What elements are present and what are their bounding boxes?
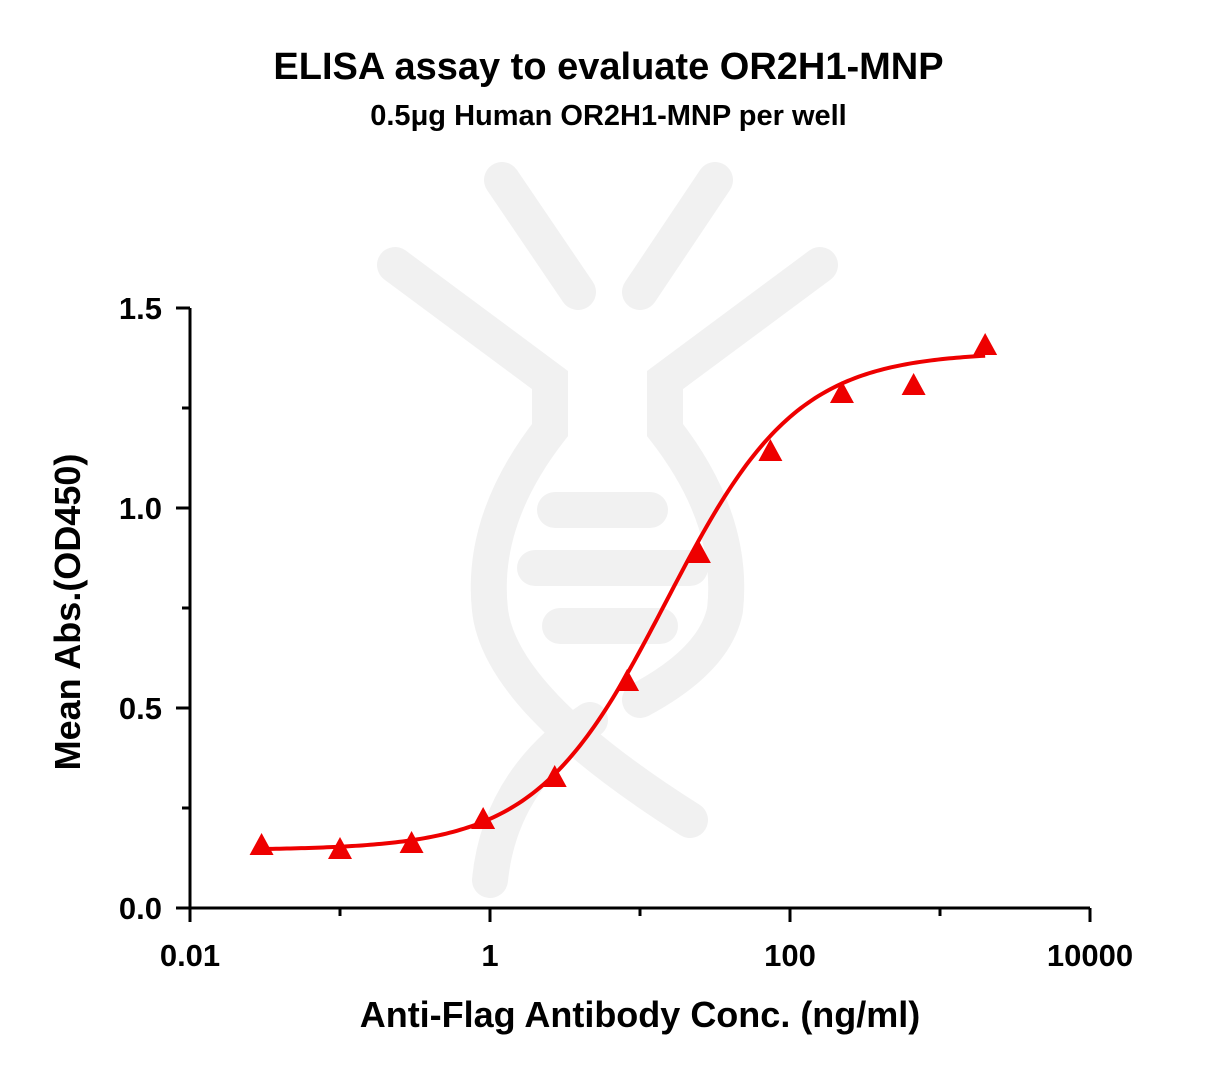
data-point-triangle (901, 373, 926, 395)
data-point-triangle (615, 669, 640, 691)
data-point-triangle (686, 541, 711, 563)
x-tick-label: 10000 (1047, 938, 1133, 973)
x-tick-label: 1 (481, 938, 498, 973)
chart-title: ELISA assay to evaluate OR2H1-MNP (273, 46, 944, 88)
y-tick-label: 0.5 (119, 691, 162, 726)
data-point-triangle (471, 807, 496, 829)
x-tick-label: 0.01 (160, 938, 220, 973)
axes: 0.0 0.5 1.0 1.5 0.01 1 100 10000 (119, 291, 1133, 973)
chart-subtitle: 0.5μg Human OR2H1-MNP per well (370, 100, 847, 132)
data-point-triangle (973, 333, 998, 355)
data-points-layer (249, 333, 998, 859)
data-point-triangle (249, 833, 274, 855)
data-point-triangle (758, 439, 783, 461)
data-point-triangle (542, 765, 567, 787)
data-point-triangle (829, 381, 854, 403)
x-axis-label: Anti-Flag Antibody Conc. (ng/ml) (360, 994, 921, 1035)
y-axis-label: Mean Abs.(OD450) (47, 454, 88, 771)
data-point-triangle (328, 837, 352, 859)
y-tick-label: 0.0 (119, 891, 162, 926)
x-tick-label: 100 (764, 938, 816, 973)
y-tick-label: 1.5 (119, 291, 162, 326)
watermark-logo (377, 162, 838, 898)
data-point-triangle (399, 831, 424, 853)
y-tick-label: 1.0 (119, 491, 162, 526)
